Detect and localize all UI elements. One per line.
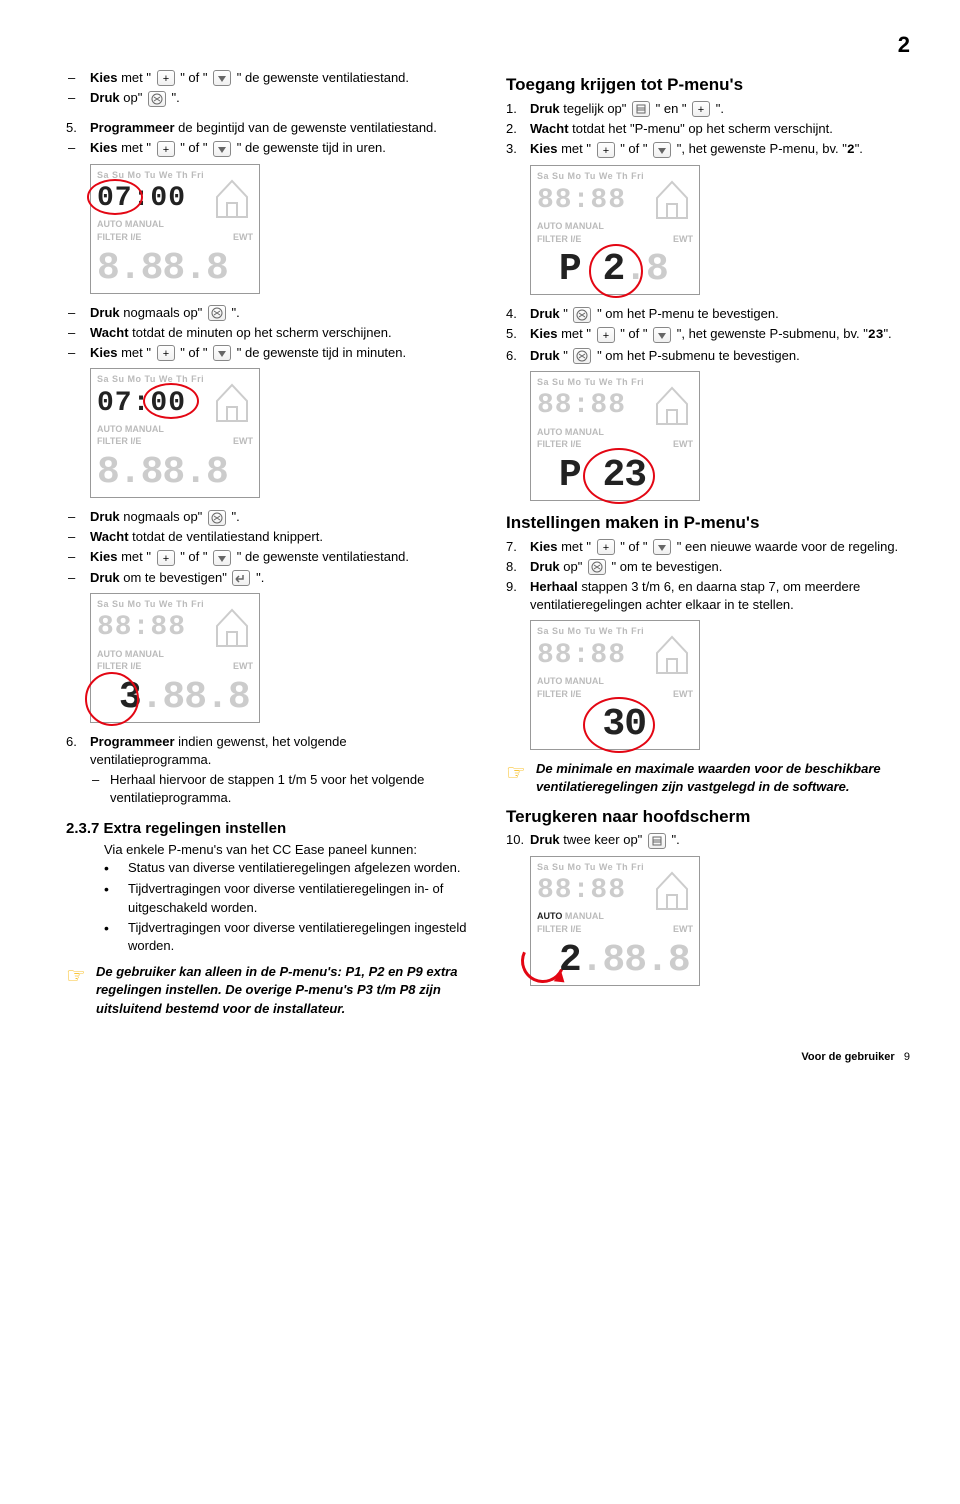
svg-text:+: +: [162, 144, 168, 156]
lcd-display-3: Sa Su Mo Tu We Th Fri 88:88 AUTO MANUAL …: [90, 593, 260, 723]
house-icon: [653, 867, 691, 911]
house-icon: [653, 382, 691, 426]
minus-icon: [213, 345, 231, 361]
left-item-druk-op: – Druk op" ".: [66, 89, 470, 107]
hand-icon: ☞: [506, 760, 536, 784]
right-step-5: 5. Kies met " + " of " ", het gewenste P…: [506, 325, 910, 344]
lcd-display-1: Sa Su Mo Tu We Th Fri 07:00 AUTO MANUAL …: [90, 164, 260, 294]
lcd-display-r1: Sa Su Mo Tu We Th Fri 88:88 AUTO MANUAL …: [530, 165, 700, 295]
right-step-10: 10. Druk twee keer op" ".: [506, 831, 910, 849]
ok-icon: [208, 305, 226, 321]
svg-text:+: +: [602, 330, 608, 342]
plus-icon: +: [157, 550, 175, 566]
right-step-4: 4. Druk " " om het P-menu te bevestigen.: [506, 305, 910, 323]
back-icon: [232, 570, 250, 586]
menu-icon: [632, 101, 650, 117]
plus-icon: +: [597, 142, 615, 158]
lcd-display-r3: Sa Su Mo Tu We Th Fri 88:88 AUTO MANUAL …: [530, 620, 700, 750]
plus-icon: +: [597, 327, 615, 343]
house-icon: [653, 176, 691, 220]
lcd-display-r4: Sa Su Mo Tu We Th Fri 88:88 AUTO MANUAL …: [530, 856, 700, 986]
svg-text:+: +: [698, 104, 704, 116]
left-item-druk-bevestigen: – Druk om te bevestigen" ".: [66, 569, 470, 587]
left-step-5: 5. Programmeer de begintijd van de gewen…: [66, 119, 470, 137]
title-toegang: Toegang krijgen tot P-menu's: [506, 73, 910, 97]
house-icon: [653, 631, 691, 675]
right-step-2: 2. Wacht totdat het "P-menu" op het sche…: [506, 120, 910, 138]
svg-text:+: +: [162, 348, 168, 360]
plus-icon: +: [157, 70, 175, 86]
hand-icon: ☞: [66, 963, 96, 987]
page-number-top: 2: [66, 30, 910, 61]
minus-icon: [213, 141, 231, 157]
title-terugkeren: Terugkeren naar hoofdscherm: [506, 805, 910, 829]
ok-icon: [573, 307, 591, 323]
menu-icon: [648, 833, 666, 849]
plus-icon: +: [692, 101, 710, 117]
ok-icon: [148, 91, 166, 107]
left-item-kies-tijd-min: – Kies met " + " of " " de gewenste tijd…: [66, 344, 470, 362]
right-step-6: 6. Druk " " om het P-submenu te bevestig…: [506, 347, 910, 365]
left-item-druk-nogmaals-2: – Druk nogmaals op" ".: [66, 508, 470, 526]
minus-icon: [213, 550, 231, 566]
section-2-3-7: 2.3.7 Extra regelingen instellen Via enk…: [66, 818, 470, 956]
minus-icon: [653, 142, 671, 158]
minus-icon: [653, 327, 671, 343]
lcd-display-r2: Sa Su Mo Tu We Th Fri 88:88 AUTO MANUAL …: [530, 371, 700, 501]
plus-icon: +: [597, 539, 615, 555]
right-step-8: 8. Druk op" " om te bevestigen.: [506, 558, 910, 576]
left-item-kies-vent: – Kies met " + " of " " de gewenste vent…: [66, 69, 470, 87]
ok-icon: [588, 559, 606, 575]
left-item-kies-vent2: – Kies met " + " of " " de gewenste vent…: [66, 548, 470, 566]
plus-icon: +: [157, 345, 175, 361]
svg-text:+: +: [162, 73, 168, 85]
svg-text:+: +: [602, 542, 608, 554]
house-icon: [213, 604, 251, 648]
left-step-6: 6. Programmeer indien gewenst, het volge…: [66, 733, 470, 769]
left-item-wacht-vent: – Wacht totdat de ventilatiestand knippe…: [66, 528, 470, 546]
svg-text:+: +: [162, 553, 168, 565]
right-step-7: 7. Kies met " + " of " " een nieuwe waar…: [506, 538, 910, 556]
s237-bullet-3: Tijdvertragingen voor diverse ventilatie…: [104, 919, 470, 955]
right-step-3: 3. Kies met " + " of " ", het gewenste P…: [506, 140, 910, 159]
s237-intro: Via enkele P-menu's van het CC Ease pane…: [104, 841, 470, 859]
plus-icon: +: [157, 141, 175, 157]
left-item-wacht-min: – Wacht totdat de minuten op het scherm …: [66, 324, 470, 342]
right-step-9: 9. Herhaal stappen 3 t/m 6, en daarna st…: [506, 578, 910, 614]
title-instellingen: Instellingen maken in P-menu's: [506, 511, 910, 535]
left-substep-herhaal: – Herhaal hiervoor de stappen 1 t/m 5 vo…: [90, 771, 470, 807]
house-icon: [213, 175, 251, 219]
lcd-display-2: Sa Su Mo Tu We Th Fri 07:00 AUTO MANUAL …: [90, 368, 260, 498]
ok-icon: [573, 348, 591, 364]
page-footer: Voor de gebruiker 9: [66, 1050, 910, 1065]
left-item-druk-nogmaals-1: – Druk nogmaals op" ".: [66, 304, 470, 322]
s237-bullet-1: Status van diverse ventilatieregelingen …: [104, 859, 470, 879]
two-column-layout: – Kies met " + " of " " de gewenste vent…: [66, 69, 910, 1026]
s237-bullet-2: Tijdvertragingen voor diverse ventilatie…: [104, 880, 470, 916]
left-column: – Kies met " + " of " " de gewenste vent…: [66, 69, 470, 1026]
left-item-kies-tijd-uren: – Kies met " + " of " " de gewenste tijd…: [66, 139, 470, 157]
minus-icon: [213, 70, 231, 86]
right-step-1: 1. Druk tegelijk op" " en " + ".: [506, 100, 910, 118]
note-left: ☞ De gebruiker kan alleen in de P-menu's…: [66, 963, 470, 1018]
note-right: ☞ De minimale en maximale waarden voor d…: [506, 760, 910, 796]
ok-icon: [208, 510, 226, 526]
svg-text:+: +: [602, 145, 608, 157]
minus-icon: [653, 539, 671, 555]
right-column: Toegang krijgen tot P-menu's 1. Druk teg…: [506, 69, 910, 1026]
house-icon: [213, 379, 251, 423]
